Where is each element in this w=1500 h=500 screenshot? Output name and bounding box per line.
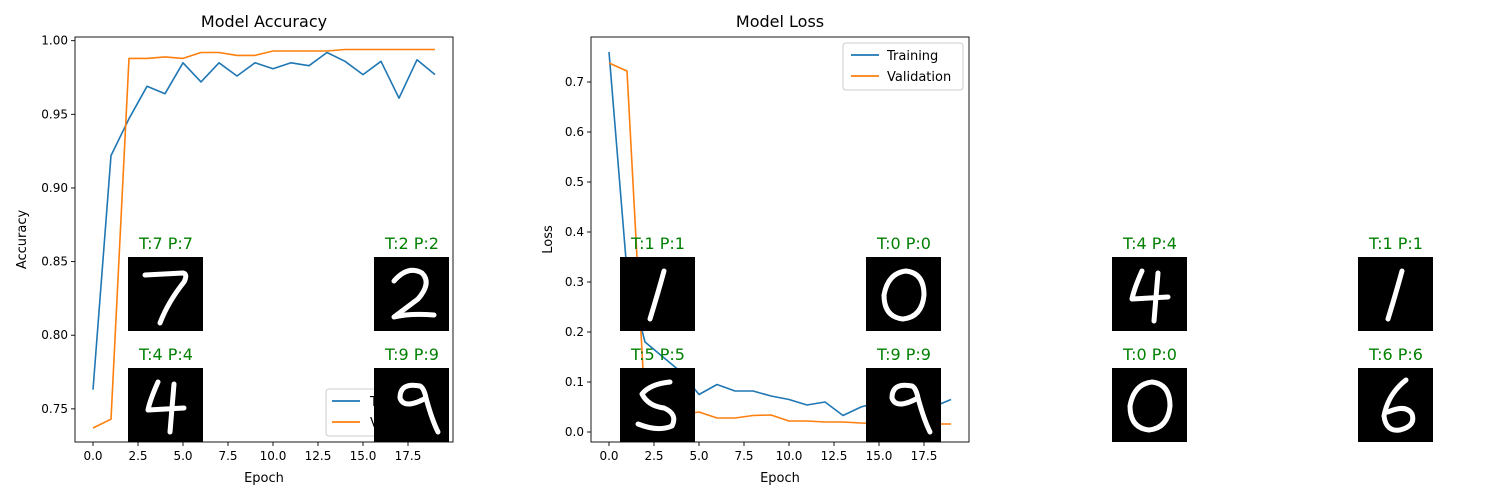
x-tick-label: 5.0 bbox=[173, 449, 192, 463]
digit-glyph bbox=[1381, 377, 1416, 433]
digit-stroke bbox=[397, 382, 441, 435]
x-tick-label: 12.5 bbox=[821, 449, 848, 463]
plot-frame bbox=[74, 36, 454, 443]
sample-caption: T:0 P:0 bbox=[1123, 345, 1177, 364]
digit-stroke bbox=[881, 268, 927, 322]
x-tick-label: 15.0 bbox=[866, 449, 893, 463]
plot-frame bbox=[590, 36, 970, 443]
sample-caption: T:2 P:2 bbox=[385, 234, 439, 253]
digit-thumbnail-0 bbox=[1112, 368, 1187, 442]
digit-glyph bbox=[397, 382, 441, 435]
sample-caption: T:4 P:4 bbox=[1123, 234, 1177, 253]
digit-stroke bbox=[391, 267, 437, 320]
legend-label: Training bbox=[886, 49, 938, 64]
digit-thumbnail-2 bbox=[374, 257, 449, 331]
digit-thumbnail-1 bbox=[1358, 257, 1433, 331]
legend-label: Validation bbox=[887, 70, 951, 85]
digit-stroke bbox=[889, 382, 933, 435]
digit-stroke bbox=[1381, 377, 1416, 433]
chart-title: Model Accuracy bbox=[201, 12, 327, 31]
x-tick-label: 5.0 bbox=[689, 449, 708, 463]
y-tick-label: 0.95 bbox=[41, 107, 68, 121]
x-tick-label: 10.0 bbox=[776, 449, 803, 463]
series-line-training bbox=[92, 51, 436, 390]
x-tick-label: 7.5 bbox=[734, 449, 753, 463]
y-tick-label: 0.85 bbox=[41, 255, 68, 269]
y-tick-label: 0.2 bbox=[565, 325, 584, 339]
digit-thumbnail-9 bbox=[866, 368, 941, 442]
x-tick-label: 2.5 bbox=[128, 449, 147, 463]
x-tick-label: 12.5 bbox=[305, 449, 332, 463]
series-line-validation bbox=[92, 48, 435, 429]
x-tick-label: 17.5 bbox=[395, 449, 422, 463]
x-tick-label: 0.0 bbox=[83, 449, 102, 463]
sample-caption: T:5 P:5 bbox=[631, 345, 685, 364]
y-tick-label: 0.90 bbox=[41, 181, 68, 195]
digit-glyph bbox=[881, 268, 927, 322]
digit-glyph bbox=[889, 382, 933, 435]
x-tick-label: 10.0 bbox=[260, 449, 287, 463]
y-tick-label: 0.3 bbox=[565, 275, 584, 289]
digit-stroke bbox=[1127, 379, 1173, 433]
digit-thumbnail-0 bbox=[866, 257, 941, 331]
sample-caption: T:9 P:9 bbox=[385, 345, 439, 364]
y-tick-label: 0.4 bbox=[565, 225, 584, 239]
sample-caption: T:9 P:9 bbox=[877, 345, 931, 364]
digit-thumbnail-6 bbox=[1358, 368, 1433, 442]
digit-glyph bbox=[145, 379, 187, 435]
digit-glyph bbox=[1385, 268, 1405, 322]
y-tick-label: 0.1 bbox=[565, 375, 584, 389]
x-tick-label: 0.0 bbox=[599, 449, 618, 463]
x-tick-label: 2.5 bbox=[644, 449, 663, 463]
digit-stroke bbox=[1129, 268, 1171, 324]
digit-thumbnail-4 bbox=[128, 368, 203, 442]
digit-glyph bbox=[391, 267, 437, 320]
digit-glyph bbox=[1127, 379, 1173, 433]
y-tick-label: 1.00 bbox=[41, 34, 68, 48]
sample-caption: T:0 P:0 bbox=[877, 234, 931, 253]
digit-glyph bbox=[635, 379, 677, 432]
digit-thumbnail-4 bbox=[1112, 257, 1187, 331]
digit-thumbnail-1 bbox=[620, 257, 695, 331]
sample-caption: T:4 P:4 bbox=[139, 345, 193, 364]
chart-title: Model Loss bbox=[736, 12, 824, 31]
digit-stroke bbox=[647, 268, 667, 322]
y-tick-label: 0.80 bbox=[41, 328, 68, 342]
x-tick-label: 7.5 bbox=[218, 449, 237, 463]
digit-thumbnail-7 bbox=[128, 257, 203, 331]
x-axis-label: Epoch bbox=[760, 471, 800, 486]
digit-stroke bbox=[142, 270, 189, 326]
sample-caption: T:7 P:7 bbox=[139, 234, 193, 253]
digit-glyph bbox=[142, 270, 189, 326]
digit-thumbnail-5 bbox=[620, 368, 695, 442]
sample-caption: T:1 P:1 bbox=[1369, 234, 1423, 253]
y-axis-label: Accuracy bbox=[15, 210, 30, 270]
digit-stroke bbox=[145, 379, 187, 435]
sample-caption: T:6 P:6 bbox=[1369, 345, 1423, 364]
x-tick-label: 17.5 bbox=[911, 449, 938, 463]
digit-stroke bbox=[1385, 268, 1405, 322]
legend-label: T bbox=[369, 395, 378, 410]
y-tick-label: 0.0 bbox=[565, 425, 584, 439]
y-tick-label: 0.7 bbox=[565, 75, 584, 89]
y-tick-label: 0.75 bbox=[41, 402, 68, 416]
digit-stroke bbox=[635, 379, 677, 432]
digit-thumbnail-9 bbox=[374, 368, 449, 442]
x-axis-label: Epoch bbox=[244, 471, 284, 486]
y-tick-label: 0.6 bbox=[565, 125, 584, 139]
y-tick-label: 0.5 bbox=[565, 175, 584, 189]
y-axis-label: Loss bbox=[541, 225, 556, 254]
sample-caption: T:1 P:1 bbox=[631, 234, 685, 253]
digit-glyph bbox=[647, 268, 667, 322]
x-tick-label: 15.0 bbox=[350, 449, 377, 463]
digit-glyph bbox=[1129, 268, 1171, 324]
